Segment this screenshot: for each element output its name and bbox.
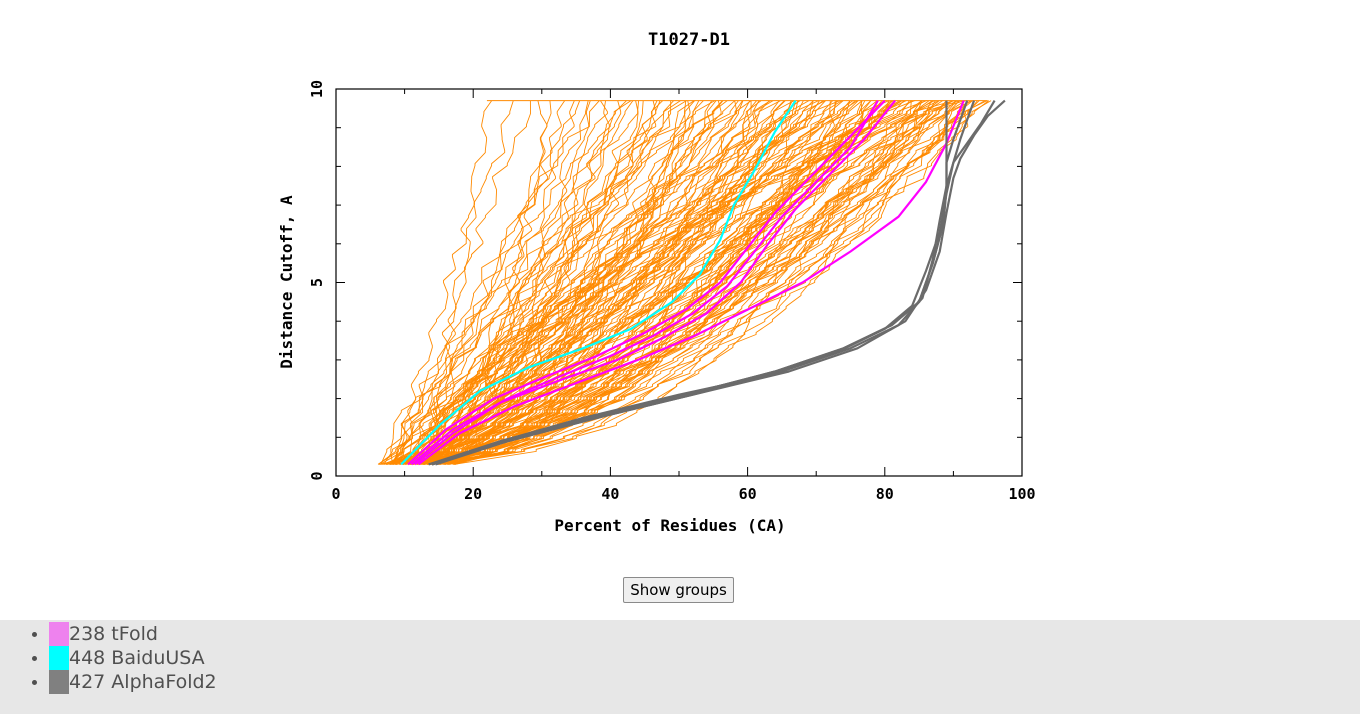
legend-item-baiduusa: 448 BaiduUSA [49,646,1360,670]
background-series-line [417,100,728,465]
background-series-line [421,100,927,465]
background-series-line [383,100,912,465]
x-tick-label: 40 [601,485,619,503]
legend-item-alphafold2: 427 AlphaFold2 [49,670,1360,694]
background-series-line [415,100,978,465]
background-series-line [429,100,717,465]
background-series-line [383,100,687,465]
background-series-line [454,100,943,465]
background-series-line [407,100,781,465]
background-series-line [428,100,903,465]
background-series-line [385,100,872,465]
background-series-group [377,100,992,465]
background-series-line [412,100,836,465]
background-series-line [389,100,820,465]
background-series-line [447,100,980,465]
background-series-line [391,100,591,465]
legend-swatch-baiduusa [49,646,69,670]
background-series-line [437,100,566,465]
series-line-427-alphafold2 [431,100,976,466]
background-series-line [391,100,724,465]
background-series-line [423,100,969,465]
background-series-line [389,100,716,465]
legend-panel: 238 tFold 448 BaiduUSA 427 AlphaFold2 [0,620,1360,714]
background-series-line [415,100,632,465]
series-line-448-baiduusa [400,99,797,466]
series-line-238-tfold [417,100,965,466]
background-series-line [391,100,640,465]
x-tick-label: 0 [331,485,340,503]
background-series-line [404,100,622,465]
background-series-line [421,100,797,465]
background-series-line [407,100,910,465]
background-series-line [446,100,752,465]
background-series-line [391,100,792,465]
background-series-line [440,100,926,465]
background-series-line [401,100,961,465]
background-series-line [390,100,600,465]
x-tick-label: 60 [739,485,757,503]
x-tick-label: 80 [876,485,894,503]
background-series-line [431,100,814,465]
background-series-line [398,100,664,465]
background-series-line [412,100,986,465]
legend-swatch-tfold [49,622,69,646]
chart-area: T1027-D1 0 20 40 60 80 100 0 5 10 Percent of Resid… [277,30,1036,535]
distance-cutoff-chart: T1027-D1 0 20 40 60 80 100 0 5 10 Percent of Resid… [277,30,1036,535]
background-series-line [407,100,955,465]
series-line-238-tfold [414,99,896,466]
background-series-line [428,100,890,465]
background-series-line [431,100,915,465]
background-series-line [380,100,810,465]
legend-label-alphafold2: 427 AlphaFold2 [69,671,217,693]
background-series-line [402,100,854,465]
x-axis-label: Percent of Residues (CA) [554,516,785,535]
background-series-line [423,100,947,465]
background-series-line [392,100,923,465]
legend-item-tfold: 238 tFold [49,622,1360,646]
background-series-line [404,100,552,465]
background-series-line [430,100,770,465]
legend-label-baiduusa: 448 BaiduUSA [69,647,205,669]
background-series-line [411,100,610,465]
legend-list: 238 tFold 448 BaiduUSA 427 AlphaFold2 [0,622,1360,694]
background-series-line [431,100,954,465]
background-series-line [377,100,973,465]
y-axis-label: Distance Cutoff, A [277,195,296,369]
legend-swatch-alphafold2 [49,670,69,694]
background-series-line [389,100,723,465]
background-series-line [444,100,687,465]
series-line-427-alphafold2 [435,99,1006,466]
background-series-line [443,100,990,465]
background-series-line [416,100,894,465]
y-tick-label: 5 [308,278,326,287]
y-tick-label: 10 [308,80,326,98]
background-series-line [413,100,762,465]
background-series-line [410,100,992,465]
y-tick-label: 0 [308,471,326,480]
background-series-line [429,100,947,465]
background-series-line [418,100,713,465]
background-series-line [417,100,696,465]
background-series-line [420,100,826,465]
background-series-line [403,100,957,465]
series-line-427-alphafold2 [431,100,948,466]
show-groups-button[interactable]: Show groups [623,577,734,603]
background-series-line [427,100,531,465]
background-series-line [441,100,826,465]
series-line-238-tfold [407,99,886,466]
chart-title: T1027-D1 [648,30,730,50]
background-series-line [398,100,819,465]
x-tick-label: 100 [1008,485,1035,503]
background-series-line [430,100,838,465]
legend-label-tfold: 238 tFold [69,623,158,645]
x-tick-label: 20 [464,485,482,503]
background-series-line [416,100,675,465]
series-line-238-tfold [410,100,879,466]
background-series-line [399,100,912,465]
